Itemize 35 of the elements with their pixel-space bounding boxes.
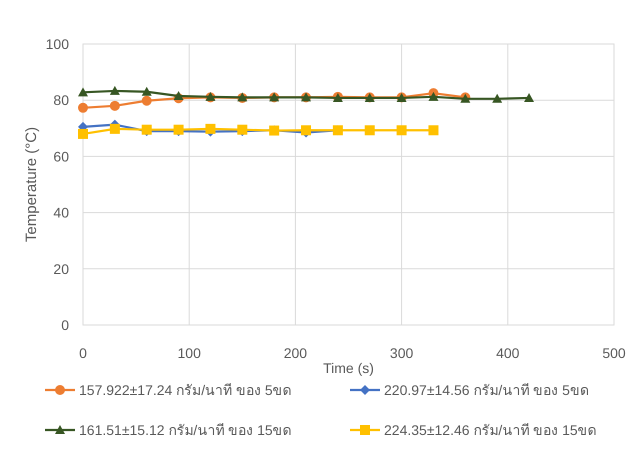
point	[110, 100, 120, 111]
y-axis-title: Temperature (°C)	[23, 126, 40, 242]
x-tick-label: 400	[496, 345, 520, 361]
point	[142, 86, 152, 96]
point	[524, 92, 534, 102]
y-tick-label: 80	[53, 92, 70, 108]
point	[396, 125, 407, 136]
x-tick-label: 100	[178, 345, 202, 361]
point	[110, 124, 120, 134]
y-tick-label: 0	[61, 317, 70, 333]
point	[78, 128, 88, 139]
legend-label: 220.97±14.56 กรัม/นาที ของ 5ขด	[384, 382, 589, 398]
point	[428, 92, 438, 101]
x-tick-label: 500	[602, 345, 626, 361]
y-tick-label: 20	[53, 260, 70, 277]
point	[428, 125, 438, 136]
x-tick-label: 200	[284, 345, 308, 361]
point	[301, 125, 312, 136]
point	[174, 90, 184, 100]
x-tick-label: 0	[79, 345, 88, 361]
legend-label: 161.51±15.12 กรัม/นาที ของ 15ขด	[79, 422, 292, 438]
x-tick-label: 300	[390, 345, 414, 361]
point	[78, 87, 88, 96]
point	[78, 102, 88, 113]
point	[364, 125, 375, 136]
y-tick-label: 60	[53, 148, 70, 164]
y-tick-label: 100	[46, 36, 70, 52]
y-tick-label: 40	[53, 204, 70, 221]
point	[142, 96, 152, 106]
point	[110, 86, 120, 95]
legend-label: 224.35±12.46 กรัม/นาที ของ 15ขด	[384, 422, 597, 438]
point	[205, 124, 216, 134]
x-axis-title: Time (s)	[323, 360, 374, 376]
point	[492, 94, 502, 103]
legend-label: 157.922±17.24 กรัม/นาที ของ 5ขด	[79, 382, 292, 398]
